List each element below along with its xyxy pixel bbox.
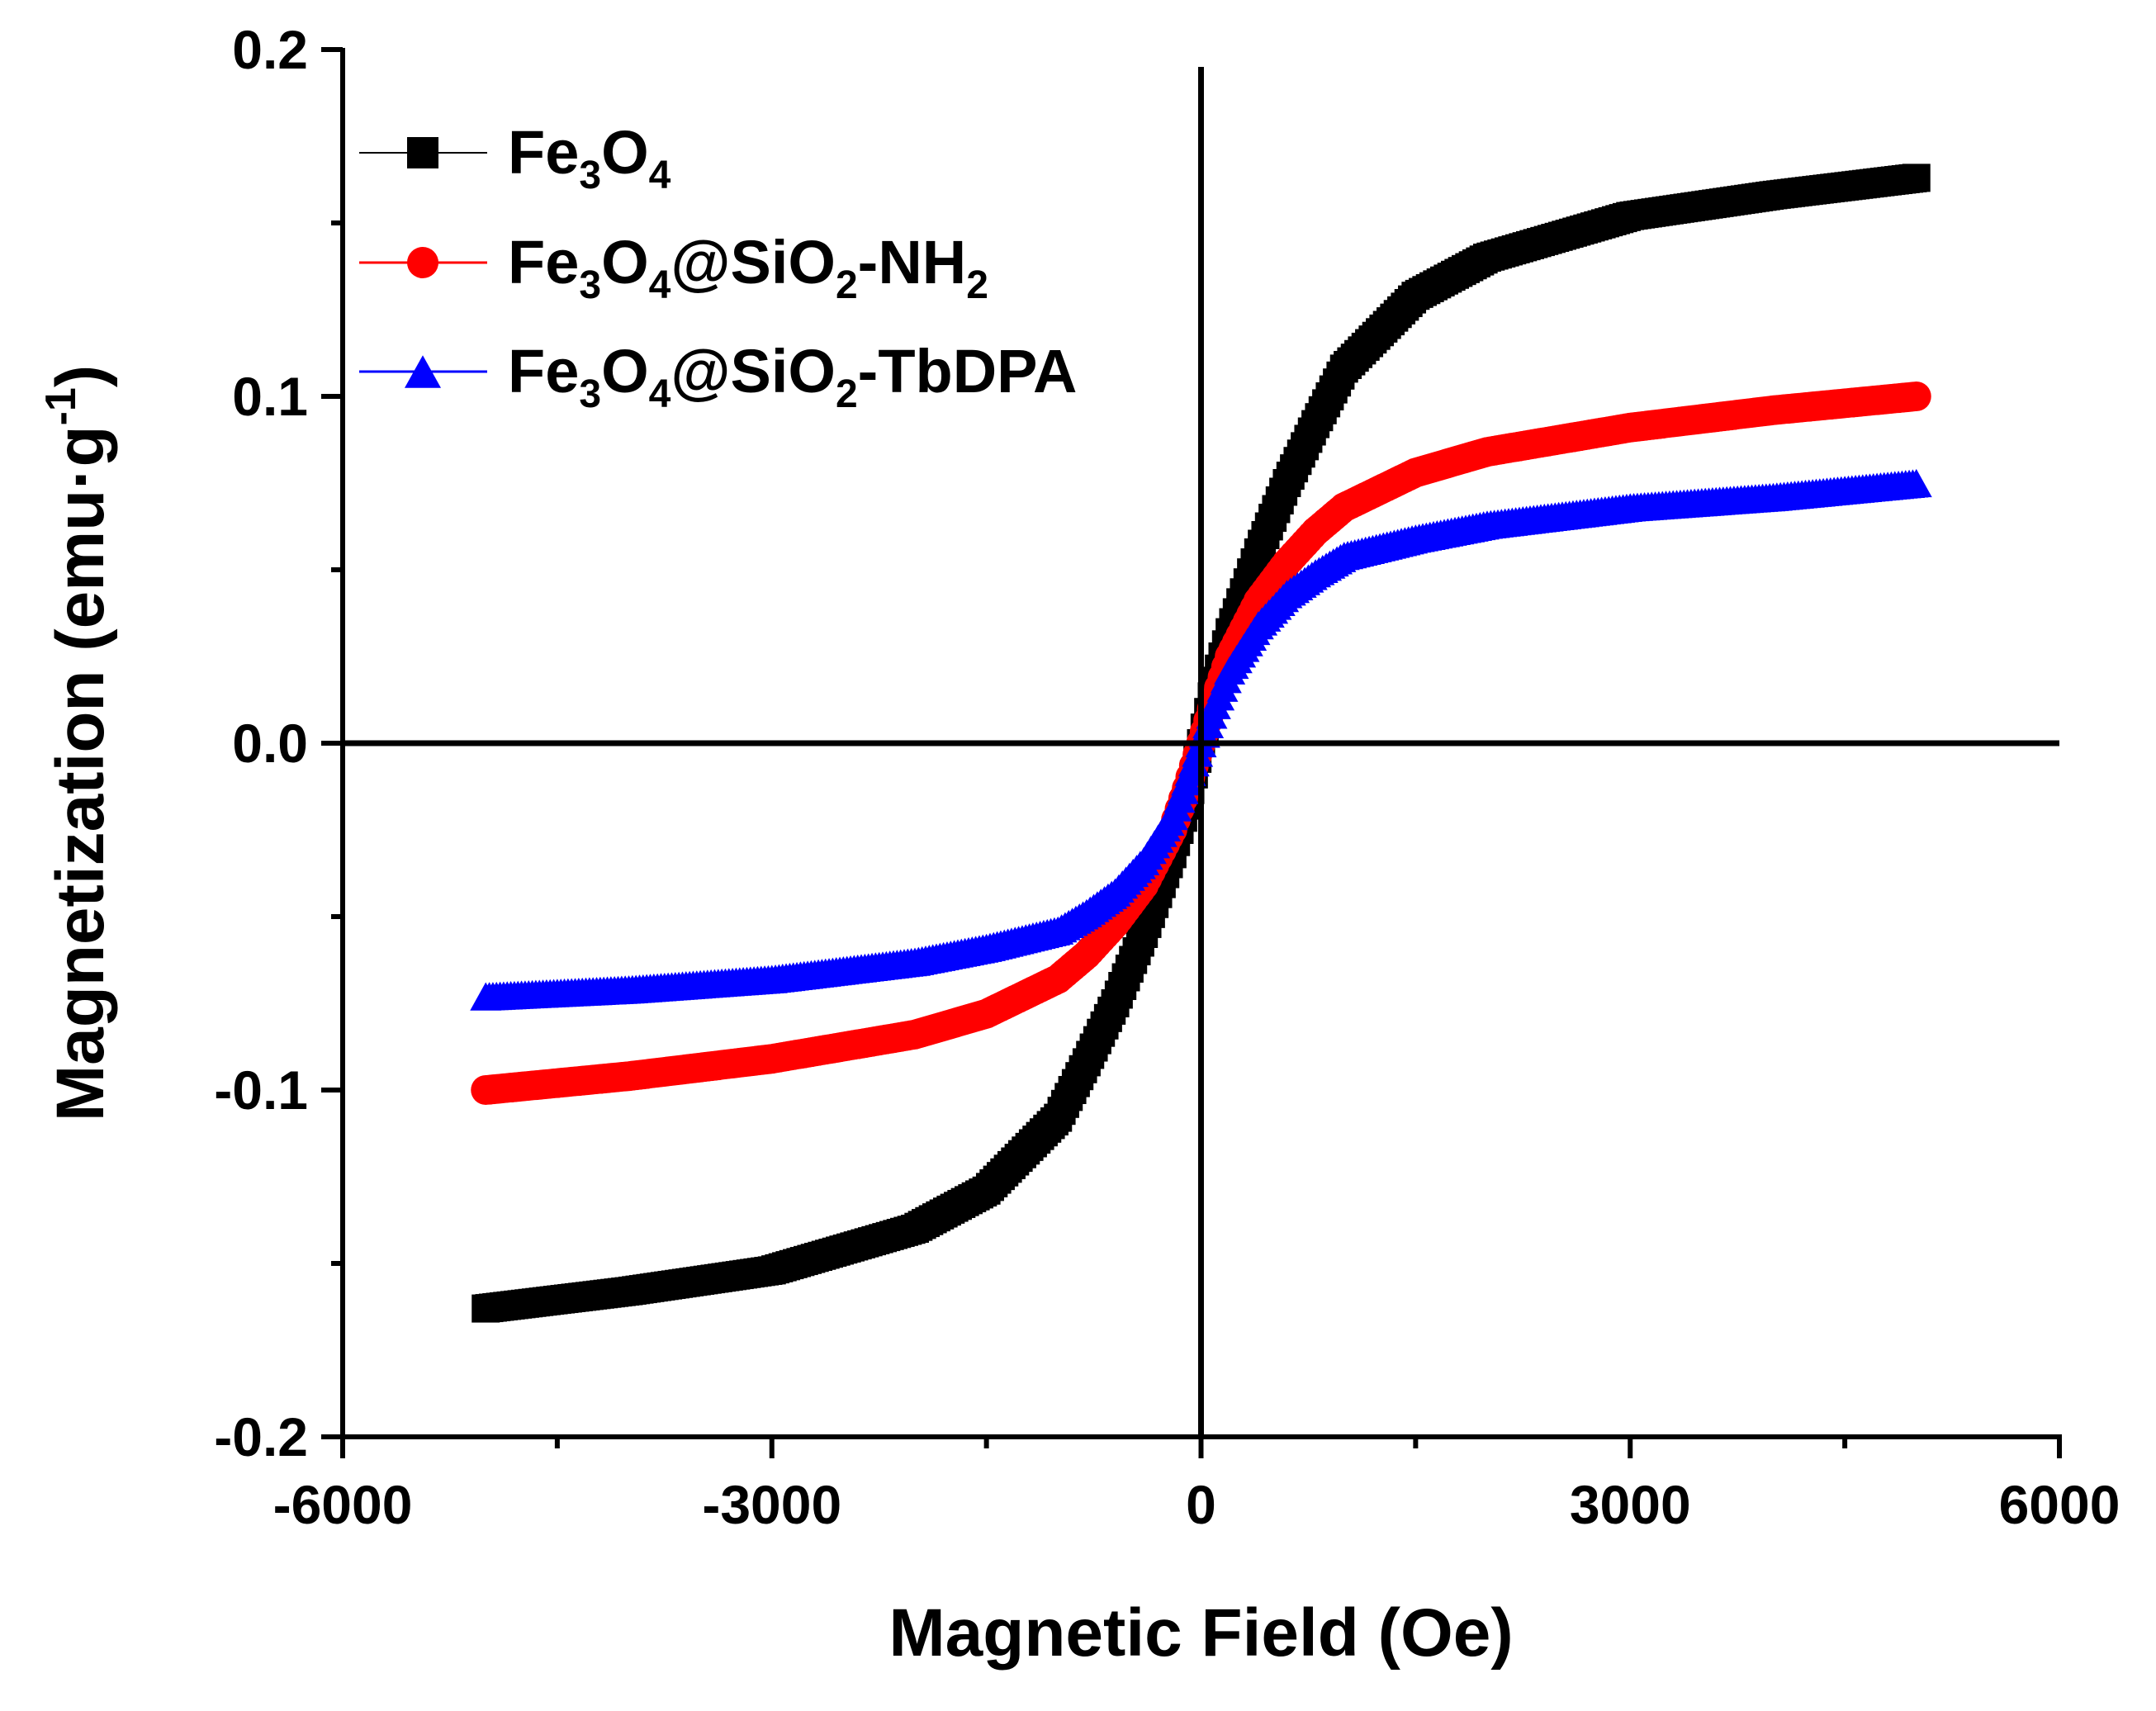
legend-marker <box>407 137 438 168</box>
legend-marker <box>407 247 438 278</box>
legend-label-part: -NH <box>858 228 967 296</box>
legend-label-part: 3 <box>579 263 601 307</box>
y-axis-title-superscript: -1 <box>37 387 85 425</box>
x-axis-title: Magnetic Field (Oe) <box>888 1595 1513 1671</box>
y-axis-title-main: Magnetization (emu·g <box>43 425 118 1121</box>
legend-label-part: O <box>601 337 649 405</box>
legend-label-part: Fe <box>508 118 579 187</box>
legend-label-part: O <box>601 118 649 187</box>
axes <box>321 47 2062 1458</box>
y-tick-label: 0.1 <box>232 366 308 427</box>
legend-item-1: Fe3O4 <box>359 118 671 197</box>
x-tick-label: 3000 <box>1570 1474 1691 1535</box>
tick-labels: -6000 -3000 0 3000 6000 -0.2 -0.1 0.0 0.1 0.2 <box>214 19 2120 1535</box>
y-tick-label: -0.1 <box>214 1059 308 1121</box>
legend-label-part: Fe <box>508 337 579 405</box>
data-point <box>1902 164 1931 192</box>
legend-item-2: Fe3O4@SiO2-NH2 <box>359 228 988 307</box>
legend-label: Fe3O4@SiO2-TbDPA <box>508 337 1077 416</box>
y-tick-label: 0.2 <box>232 19 308 80</box>
data-point <box>1900 468 1932 498</box>
legend-label-part: O <box>601 228 649 296</box>
y-tick-label: 0.0 <box>232 713 308 774</box>
legend-label: Fe3O4 <box>508 118 671 197</box>
series-layer <box>470 164 1932 1323</box>
x-tick-label: 0 <box>1186 1474 1216 1535</box>
legend-label-part: @SiO <box>670 228 836 296</box>
x-tick-label: -3000 <box>702 1474 841 1535</box>
legend-label-part: 2 <box>836 263 858 307</box>
zero-lines <box>343 67 2059 1437</box>
y-tick-label: -0.2 <box>214 1406 308 1467</box>
data-point <box>1901 382 1931 411</box>
legend-label-part: Fe <box>508 228 579 296</box>
legend-label-part: 2 <box>836 372 858 416</box>
x-tick-label: -6000 <box>273 1474 413 1535</box>
plot-area <box>321 47 2062 1458</box>
legend-label-part: 4 <box>649 263 671 307</box>
y-axis-title: Magnetization (emu·g-1) <box>37 365 118 1121</box>
legend-label-part: 4 <box>649 372 671 416</box>
legend-label-part: 3 <box>579 372 601 416</box>
legend-label-part: 3 <box>579 154 601 197</box>
legend-label-part: @SiO <box>670 337 836 405</box>
series-2 <box>471 382 1931 1105</box>
series-1 <box>471 164 1931 1323</box>
x-tick-label: 6000 <box>1999 1474 2120 1535</box>
legend-label-part: 4 <box>649 154 671 197</box>
legend-item-3: Fe3O4@SiO2-TbDPA <box>359 337 1077 416</box>
legend-marker <box>405 355 441 388</box>
legend-label-part: 2 <box>966 263 988 307</box>
y-axis-title-close: ) <box>43 365 118 387</box>
legend-label-part: -TbDPA <box>858 337 1078 405</box>
legend-label: Fe3O4@SiO2-NH2 <box>508 228 988 307</box>
